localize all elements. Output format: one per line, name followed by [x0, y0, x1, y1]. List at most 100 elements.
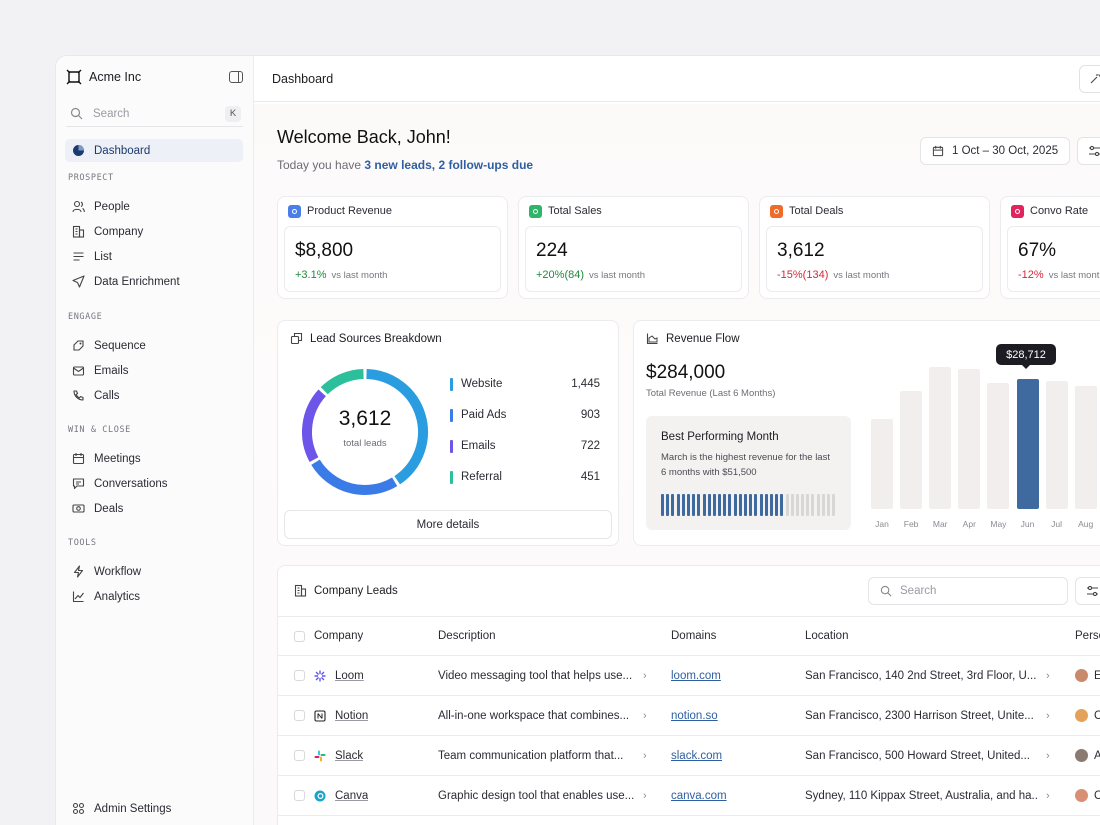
dashboard-filter-button[interactable] — [1077, 137, 1100, 165]
revenue-bar-jul[interactable] — [1045, 381, 1068, 509]
legend-item-paid-ads[interactable]: Paid Ads 903 — [450, 408, 600, 422]
revenue-bar-aug[interactable] — [1074, 386, 1097, 509]
sidebar-item-workflow[interactable]: Workflow — [56, 559, 253, 584]
lead-sources-donut[interactable] — [298, 365, 432, 499]
domain-link[interactable]: slack.com — [671, 749, 723, 762]
table-row[interactable]: Canva Graphic design tool that enables u… — [278, 776, 1100, 816]
domain-link[interactable]: loom.com — [671, 669, 721, 682]
sidebar-item-conversations[interactable]: Conversations — [56, 471, 253, 496]
slack-logo-icon — [314, 750, 326, 761]
domain-link[interactable]: notion.so — [671, 709, 718, 722]
row-checkbox[interactable] — [294, 790, 305, 801]
row-checkbox[interactable] — [294, 710, 305, 721]
lead-sources-title: Lead Sources Breakdown — [310, 332, 442, 345]
expand-chevron-icon[interactable]: › — [1046, 789, 1050, 802]
donut-segment-referral[interactable] — [320, 369, 364, 395]
date-range-picker[interactable]: 1 Oct – 30 Oct, 2025 — [920, 137, 1070, 165]
legend-item-emails[interactable]: Emails 722 — [450, 439, 600, 453]
sidebar-item-calls[interactable]: Calls — [56, 383, 253, 408]
table-row[interactable]: Loom Video messaging tool that helps use… — [278, 656, 1100, 696]
table-row[interactable]: Slack Team communication platform that..… — [278, 736, 1100, 776]
list-icon — [73, 252, 84, 261]
select-all-checkbox[interactable] — [294, 630, 305, 642]
more-details-button[interactable]: More details — [284, 510, 612, 539]
sidebar-item-meetings[interactable]: Meetings — [56, 446, 253, 471]
progress-tick — [749, 494, 753, 516]
column-header-description[interactable]: Description — [438, 630, 496, 642]
date-range-label: 1 Oct – 30 Oct, 2025 — [952, 145, 1059, 157]
calendar-icon — [932, 145, 944, 157]
progress-tick — [738, 494, 742, 516]
expand-chevron-icon[interactable]: › — [643, 749, 647, 762]
workspace-switcher[interactable]: Acme Inc — [56, 58, 253, 96]
sidebar-toggle-icon[interactable] — [229, 71, 243, 83]
revenue-bar-mar[interactable] — [929, 367, 952, 509]
domain-link[interactable]: canva.com — [671, 789, 727, 802]
table-row[interactable]: Notion All-in-one workspace that combine… — [278, 696, 1100, 736]
revenue-total: $284,000 — [646, 362, 726, 383]
expand-chevron-icon[interactable]: › — [1046, 749, 1050, 762]
company-name-link[interactable]: Slack — [335, 749, 364, 762]
sidebar-item-list[interactable]: List — [56, 244, 253, 269]
revenue-bar-jan[interactable] — [871, 419, 893, 509]
sidebar-item-dashboard[interactable]: Dashboard — [65, 139, 243, 162]
sidebar-item-sequence[interactable]: Sequence — [56, 333, 253, 358]
donut-segment-website[interactable] — [366, 369, 428, 485]
progress-tick — [661, 494, 664, 516]
legend-swatch — [450, 408, 453, 422]
company-name-link[interactable]: Canva — [335, 789, 369, 802]
revenue-bar-jun[interactable] — [1016, 379, 1039, 509]
revenue-bar-feb[interactable] — [900, 391, 923, 509]
month-label: Mar — [932, 519, 948, 529]
sidebar-item-deals[interactable]: Deals — [56, 496, 253, 521]
row-checkbox[interactable] — [294, 750, 305, 761]
legend-item-website[interactable]: Website 1,445 — [450, 377, 600, 391]
kpi-card-total-deals[interactable]: Total Deals 3,612 -15%(134) vs last month — [759, 196, 990, 299]
column-header-company[interactable]: Company — [314, 630, 364, 642]
expand-chevron-icon[interactable]: › — [643, 789, 647, 802]
expand-chevron-icon[interactable]: › — [1046, 669, 1050, 682]
sidebar-item-label: Analytics — [94, 590, 141, 603]
legend-item-referral[interactable]: Referral 451 — [450, 470, 600, 484]
company-leads-search[interactable]: Search — [868, 577, 1068, 605]
kpi-card-product-revenue[interactable]: Product Revenue $8,800 +3.1% vs last mont… — [277, 196, 508, 299]
sidebar-item-data-enrichment[interactable]: Data Enrichment — [56, 269, 253, 294]
section-title-win-close: WIN & CLOSE — [68, 425, 131, 435]
pie-chart-icon — [73, 145, 84, 156]
company-name-link[interactable]: Notion — [335, 709, 369, 722]
best-month-text: March is the highest revenue for the las… — [661, 452, 830, 478]
sidebar-item-company[interactable]: Company — [56, 219, 253, 244]
kpi-compare: vs last month — [331, 270, 388, 281]
sidebar-search[interactable]: Search K — [66, 101, 243, 127]
donut-segment-emails[interactable] — [302, 389, 326, 462]
revenue-bar-may[interactable] — [987, 383, 1010, 509]
legend-swatch — [450, 470, 453, 484]
sliders-icon — [1087, 585, 1098, 597]
column-header-location[interactable]: Location — [805, 630, 849, 642]
sidebar-item-emails[interactable]: Emails — [56, 358, 253, 383]
page-title: Dashboard — [272, 71, 334, 86]
expand-chevron-icon[interactable]: › — [643, 669, 647, 682]
company-leads-filter-button[interactable] — [1075, 577, 1100, 605]
column-header-person[interactable]: Perso — [1075, 630, 1100, 642]
company-name-link[interactable]: Loom — [335, 669, 364, 682]
kpi-delta: +20%(84) — [536, 269, 585, 281]
sidebar-item-people[interactable]: People — [56, 194, 253, 219]
legend-label: Paid Ads — [461, 409, 507, 421]
kpi-card-total-sales[interactable]: Total Sales 224 +20%(84) vs last month — [518, 196, 749, 299]
kpi-card-convo-rate[interactable]: Convo Rate 67% -12% vs last month — [1000, 196, 1100, 299]
company-description: All-in-one workspace that combines... — [438, 709, 630, 722]
progress-tick — [816, 494, 820, 516]
ai-assist-button[interactable] — [1079, 65, 1100, 93]
sidebar-item-analytics[interactable]: Analytics — [56, 584, 253, 609]
row-checkbox[interactable] — [294, 670, 305, 681]
donut-segment-paid-ads[interactable] — [311, 459, 398, 495]
welcome-subtitle-highlight[interactable]: 3 new leads, 2 follow-ups due — [364, 158, 534, 172]
column-header-domains[interactable]: Domains — [671, 630, 717, 642]
month-label: Aug — [1078, 519, 1094, 529]
progress-tick — [801, 494, 805, 516]
sidebar-item-admin-settings[interactable]: Admin Settings — [56, 796, 171, 821]
expand-chevron-icon[interactable]: › — [1046, 709, 1050, 722]
expand-chevron-icon[interactable]: › — [643, 709, 647, 722]
revenue-bar-apr[interactable] — [958, 369, 981, 509]
